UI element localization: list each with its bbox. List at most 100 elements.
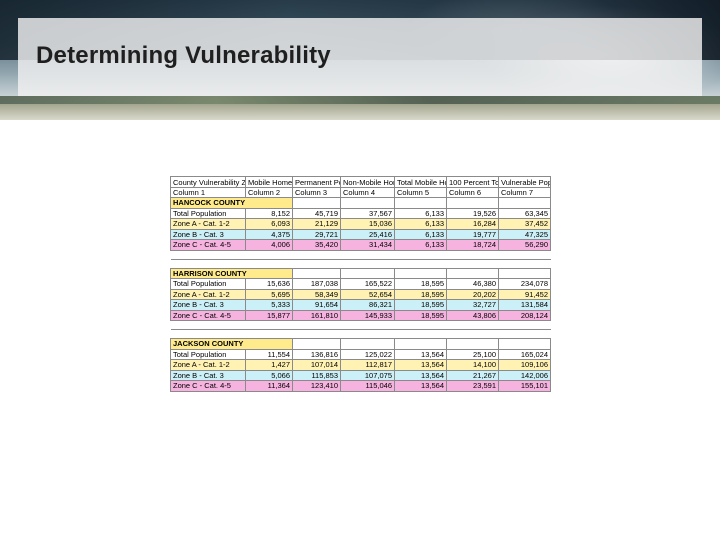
value-cell: 18,724 <box>446 239 499 251</box>
county-row: HARRISON COUNTY <box>170 267 551 279</box>
vulnerability-table: County Vulnerability Zones Mobile Home P… <box>170 176 551 392</box>
value-cell: 107,075 <box>340 369 395 381</box>
zone-label: Zone B - Cat. 3 <box>170 228 246 240</box>
ground <box>0 104 720 120</box>
zone-label: Total Population <box>170 207 246 219</box>
header-cell: Permanent Population <box>292 176 341 188</box>
column-number: Column 5 <box>394 187 447 198</box>
zone-label: Zone C - Cat. 4-5 <box>170 309 246 321</box>
value-cell: 91,452 <box>498 288 551 300</box>
table-row: Zone C - Cat. 4-5 11,364 123,410 115,046 13,… <box>170 380 551 392</box>
title-box <box>18 18 702 96</box>
slide-title: Determining Vulnerability <box>36 42 331 69</box>
value-cell: 155,101 <box>498 380 551 392</box>
column-number: Column 6 <box>446 187 499 198</box>
value-cell: 123,410 <box>292 380 341 392</box>
value-cell: 63,345 <box>498 207 551 219</box>
value-cell: 6,133 <box>394 228 447 240</box>
header-cell: Non-Mobile Home Population Columns 3-2 <box>340 176 395 188</box>
table-row: Zone B - Cat. 3 5,066 115,853 107,075 13,564… <box>170 369 551 381</box>
value-cell: 8,152 <box>245 207 293 219</box>
value-cell: 21,267 <box>446 369 499 381</box>
value-cell: 52,654 <box>340 288 395 300</box>
zone-label: Total Population <box>170 278 246 290</box>
value-cell: 14,100 <box>446 359 499 371</box>
value-cell: 208,124 <box>498 309 551 321</box>
value-cell: 46,380 <box>446 278 499 290</box>
value-cell: 18,595 <box>394 288 447 300</box>
value-cell: 165,522 <box>340 278 395 290</box>
zone-label: Zone A - Cat. 1-2 <box>170 359 246 371</box>
column-number: Column 7 <box>498 187 551 198</box>
table-row: Zone B - Cat. 3 5,333 91,654 86,321 18,595 32… <box>170 299 551 311</box>
value-cell: 136,816 <box>292 348 341 360</box>
header-banner <box>0 0 720 120</box>
value-cell: 25,100 <box>446 348 499 360</box>
value-cell: 13,564 <box>394 359 447 371</box>
value-cell: 13,564 <box>394 348 447 360</box>
zone-label: Total Population <box>170 348 246 360</box>
value-cell: 5,333 <box>245 299 293 311</box>
value-cell: 115,853 <box>292 369 341 381</box>
value-cell: 6,093 <box>245 218 293 230</box>
table-row: Total Population 15,636 187,038 165,522 18,5… <box>170 278 551 290</box>
table-row: Zone A - Cat. 1-2 5,695 58,349 52,654 18,595… <box>170 288 551 300</box>
value-cell: 21,129 <box>292 218 341 230</box>
value-cell: 15,877 <box>245 309 293 321</box>
header-cell: Total Mobile Home Population <box>394 176 447 188</box>
table-row: Total Population 11,554 136,816 125,022 13,5… <box>170 348 551 360</box>
value-cell: 31,434 <box>340 239 395 251</box>
value-cell: 15,636 <box>245 278 293 290</box>
value-cell: 91,654 <box>292 299 341 311</box>
value-cell: 107,014 <box>292 359 341 371</box>
zone-label: Zone A - Cat. 1-2 <box>170 288 246 300</box>
value-cell: 23,591 <box>446 380 499 392</box>
value-cell: 19,526 <box>446 207 499 219</box>
value-cell: 43,806 <box>446 309 499 321</box>
value-cell: 4,006 <box>245 239 293 251</box>
value-cell: 35,420 <box>292 239 341 251</box>
value-cell: 115,046 <box>340 380 395 392</box>
column-number-row: Column 1 Column 2 Column 3 Column 4 Colu… <box>170 187 551 198</box>
value-cell: 37,452 <box>498 218 551 230</box>
value-cell: 37,567 <box>340 207 395 219</box>
column-number: Column 2 <box>245 187 293 198</box>
value-cell: 131,584 <box>498 299 551 311</box>
value-cell: 86,321 <box>340 299 395 311</box>
table-row: Zone C - Cat. 4-5 15,877 161,810 145,933 18,… <box>170 309 551 321</box>
value-cell: 20,202 <box>446 288 499 300</box>
value-cell: 5,066 <box>245 369 293 381</box>
zone-label: Zone A - Cat. 1-2 <box>170 218 246 230</box>
table-row: Zone A - Cat. 1-2 6,093 21,129 15,036 6,133 1… <box>170 218 551 230</box>
value-cell: 1,427 <box>245 359 293 371</box>
spacer-row <box>170 329 551 339</box>
value-cell: 19,777 <box>446 228 499 240</box>
value-cell: 13,564 <box>394 369 447 381</box>
value-cell: 15,036 <box>340 218 395 230</box>
value-cell: 4,375 <box>245 228 293 240</box>
value-cell: 16,284 <box>446 218 499 230</box>
value-cell: 6,133 <box>394 218 447 230</box>
table-row: Total Population 8,152 45,719 37,567 6,133 19… <box>170 207 551 219</box>
value-cell: 109,106 <box>498 359 551 371</box>
county-name: JACKSON COUNTY <box>170 338 293 350</box>
county-name: HANCOCK COUNTY <box>170 197 293 209</box>
value-cell: 11,364 <box>245 380 293 392</box>
zone-label: Zone C - Cat. 4-5 <box>170 239 246 251</box>
table-row: Zone C - Cat. 4-5 4,006 35,420 31,434 6,133 1… <box>170 239 551 251</box>
value-cell: 125,022 <box>340 348 395 360</box>
header-cell: 100 Percent Tourist Population <box>446 176 499 188</box>
value-cell: 165,024 <box>498 348 551 360</box>
column-number: Column 3 <box>292 187 341 198</box>
spacer-row <box>170 258 551 269</box>
value-cell: 25,416 <box>340 228 395 240</box>
column-number: Column 4 <box>340 187 395 198</box>
value-cell: 13,564 <box>394 380 447 392</box>
zone-label: Zone B - Cat. 3 <box>170 299 246 311</box>
county-row: JACKSON COUNTY <box>170 338 551 350</box>
spacer-row <box>170 249 551 260</box>
value-cell: 18,595 <box>394 278 447 290</box>
value-cell: 18,595 <box>394 309 447 321</box>
column-number: Column 1 <box>170 187 246 198</box>
value-cell: 161,810 <box>292 309 341 321</box>
